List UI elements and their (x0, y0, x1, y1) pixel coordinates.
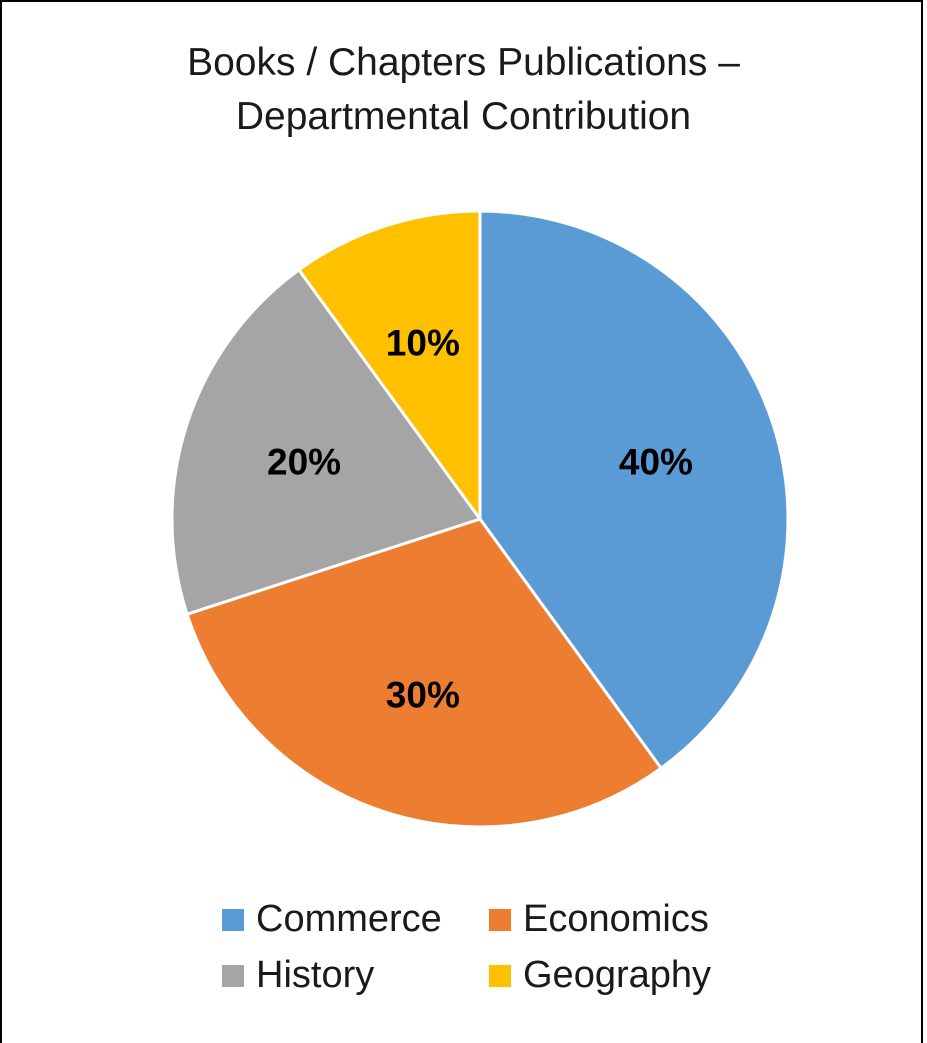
legend-swatch-commerce (222, 908, 244, 931)
data-label-history: 20% (267, 441, 341, 482)
data-label-economics: 30% (386, 674, 460, 715)
legend-label-geography: Geography (523, 954, 712, 996)
legend-item-geography: Geography (489, 954, 711, 997)
pie-slice-geography (296, 209, 482, 524)
pie-chart: 40% 30% 20% 10% (170, 209, 790, 829)
legend-swatch-history (222, 964, 244, 987)
legend-label-commerce: Commerce (256, 898, 442, 940)
legend-label-history: History (256, 954, 375, 996)
pie-slice-economics (185, 517, 664, 829)
legend-item-history: History (222, 954, 374, 997)
chart-title: Books / Chapters Publications – Departme… (2, 36, 925, 144)
legend-swatch-geography (489, 964, 511, 987)
legend-item-economics: Economics (489, 898, 709, 941)
data-label-commerce: 40% (619, 441, 693, 482)
pie-slice-history (170, 267, 483, 617)
chart-title-line-1: Books / Chapters Publications – (187, 41, 740, 84)
data-label-geography: 10% (386, 323, 460, 364)
pie-slice-commerce (478, 209, 790, 771)
legend-item-commerce: Commerce (222, 898, 442, 941)
legend-label-economics: Economics (523, 898, 709, 940)
legend-swatch-economics (489, 908, 511, 931)
chart-title-line-2: Departmental Contribution (235, 95, 692, 138)
